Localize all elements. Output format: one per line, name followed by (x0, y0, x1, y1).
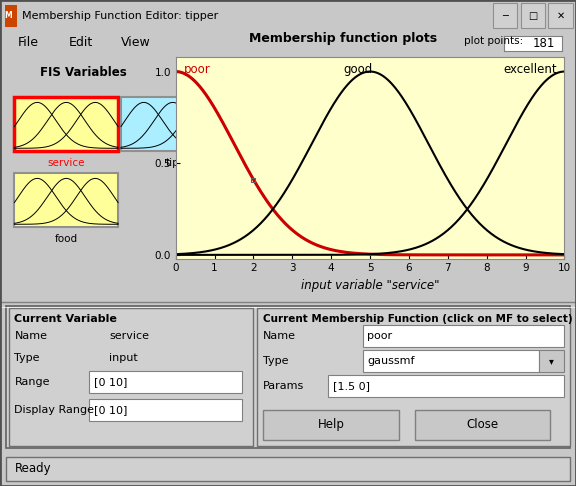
Text: M: M (5, 11, 12, 19)
Text: Type: Type (263, 356, 289, 366)
Text: Name: Name (263, 331, 296, 341)
Bar (6, 306, 570, 448)
Text: Membership function plots: Membership function plots (249, 32, 437, 45)
Bar (548, 3, 573, 28)
Text: excellent: excellent (503, 63, 556, 76)
Bar (363, 349, 539, 372)
Bar (9, 308, 253, 446)
Text: [0 10]: [0 10] (94, 377, 127, 387)
Text: good: good (344, 63, 373, 76)
Text: Current Membership Function (click on MF to select): Current Membership Function (click on MF… (263, 313, 573, 324)
Bar (363, 325, 564, 347)
Text: View: View (121, 35, 151, 49)
Text: 181: 181 (532, 37, 555, 50)
Text: File: File (17, 35, 38, 49)
Text: ─: ─ (502, 11, 508, 21)
X-axis label: input variable "service": input variable "service" (301, 279, 439, 292)
Text: ✕: ✕ (556, 11, 564, 21)
Bar (257, 308, 570, 446)
Text: poor: poor (183, 63, 210, 76)
Text: plot points:: plot points: (464, 35, 523, 46)
Text: service: service (47, 158, 85, 168)
Bar (521, 3, 545, 28)
Text: Display Range: Display Range (14, 405, 94, 415)
Text: Name: Name (14, 331, 47, 341)
Text: [0 10]: [0 10] (94, 405, 127, 415)
Bar (5, 5, 17, 27)
Text: Type: Type (14, 353, 40, 363)
Text: Close: Close (467, 418, 498, 432)
Bar (263, 410, 399, 440)
Text: Ready: Ready (14, 463, 51, 475)
Text: service: service (109, 331, 149, 341)
Bar (493, 3, 517, 28)
Text: Edit: Edit (69, 35, 93, 49)
Text: Help: Help (317, 418, 344, 432)
Bar (14, 97, 118, 151)
Bar (89, 371, 242, 393)
Text: tip: tip (166, 158, 180, 168)
Text: □: □ (528, 11, 537, 21)
Text: poor: poor (367, 331, 393, 341)
Bar (89, 399, 242, 421)
Text: FIS Variables: FIS Variables (40, 66, 127, 79)
Text: Membership Function Editor: tipper: Membership Function Editor: tipper (22, 11, 218, 21)
Text: input: input (109, 353, 138, 363)
Text: food: food (55, 234, 78, 244)
Bar (415, 410, 550, 440)
Text: Range: Range (14, 377, 50, 387)
Text: gaussmf: gaussmf (367, 356, 415, 366)
Text: Params: Params (263, 381, 305, 391)
Bar (14, 173, 118, 227)
Bar (328, 375, 564, 397)
Text: ▾: ▾ (549, 356, 554, 366)
Text: [1.5 0]: [1.5 0] (333, 381, 370, 391)
Bar (6, 457, 570, 481)
Bar (539, 349, 564, 372)
Text: Current Variable: Current Variable (14, 313, 118, 324)
Bar (121, 97, 225, 151)
